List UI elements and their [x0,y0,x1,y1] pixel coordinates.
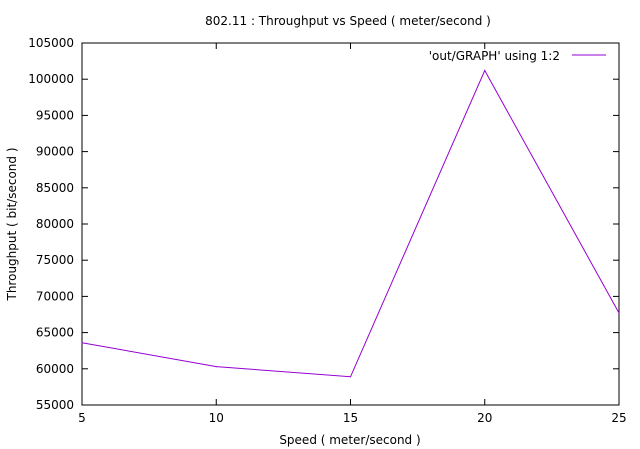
x-tick-label: 25 [611,411,626,425]
legend: 'out/GRAPH' using 1:2 [429,49,606,63]
y-tick-label: 90000 [36,145,74,159]
y-tick-label: 70000 [36,289,74,303]
legend-label: 'out/GRAPH' using 1:2 [429,49,560,63]
y-tick-label: 95000 [36,108,74,122]
y-tick-label: 105000 [28,36,74,50]
x-tick-label: 10 [209,411,224,425]
y-axis-title: Throughput ( bit/second ) [5,147,19,301]
data-point [349,376,352,378]
chart-title: 802.11 : Throughput vs Speed ( meter/sec… [205,14,491,28]
y-tick-label: 100000 [28,72,74,86]
axis-ticks: 5 10 15 20 25 55000 60000 65000 70000 75000 80000 8… [28,36,626,425]
y-tick-label: 65000 [36,326,74,340]
x-axis-title: Speed ( meter/second ) [279,433,420,447]
y-tick-label: 60000 [36,362,74,376]
series-layer [81,69,620,378]
x-tick-label: 20 [477,411,492,425]
x-tick-label: 15 [343,411,358,425]
data-point [215,366,217,368]
x-tick-label: 5 [78,411,86,425]
plot-frame [81,42,620,406]
y-tick-label: 85000 [36,181,74,195]
series-line [81,69,620,378]
data-point [81,342,83,344]
y-tick-label: 75000 [36,253,74,267]
data-point [618,312,620,314]
plot-axes [81,42,620,406]
y-tick-label: 80000 [36,217,74,231]
y-tick-label: 55000 [36,398,74,412]
data-point [484,69,486,72]
